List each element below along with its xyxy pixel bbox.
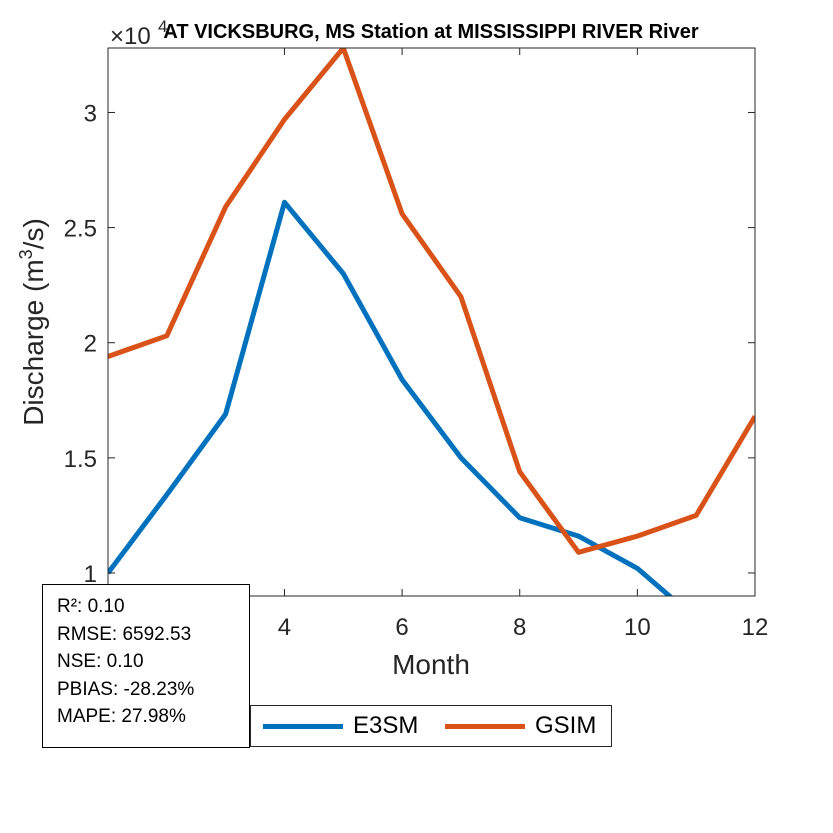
axes-frame [107, 47, 756, 597]
legend-item-e3sm: E3SM [263, 706, 418, 746]
y-exponent-base: ×10 [110, 23, 151, 50]
y-tick-label: 1.5 [64, 446, 97, 473]
legend: E3SM GSIM [250, 705, 612, 747]
y-tick-label: 1 [84, 561, 97, 588]
legend-label-e3sm: E3SM [353, 712, 419, 739]
y-axis-title-sup: 3 [16, 249, 36, 259]
y-axis-title-end: /s) [18, 218, 49, 249]
y-axis-title-main: Discharge (m [18, 259, 49, 425]
chart-title: AT VICKSBURG, MS Station at MISSISSIPPI … [163, 21, 698, 43]
series-line-gsim [108, 48, 755, 555]
stat-rmse: RMSE: 6592.53 [57, 623, 192, 645]
x-tick-label: 6 [395, 614, 408, 641]
legend-label-gsim: GSIM [535, 712, 597, 739]
y-tick-label: 2 [84, 331, 97, 358]
x-tick-label: 12 [742, 614, 769, 641]
x-tick-label: 4 [278, 614, 291, 641]
x-tick-label: 10 [624, 614, 651, 641]
y-exponent-power: 4 [158, 17, 167, 36]
stat-pbias: PBIAS: -28.23% [57, 678, 195, 700]
statistics-box: R²: 0.10 RMSE: 6592.53 NSE: 0.10 PBIAS: … [42, 584, 250, 748]
stat-nse: NSE: 0.10 [57, 651, 144, 673]
series-line-e3sm [108, 199, 674, 596]
y-tick-label: 2.5 [64, 216, 97, 243]
legend-swatch-gsim [445, 723, 525, 729]
legend-item-gsim: GSIM [445, 706, 596, 746]
x-axis-title: Month [392, 649, 470, 680]
x-tick-label: 8 [513, 614, 526, 641]
axes: 4 6 8 10 12 1 1.5 2 2.5 3 [64, 47, 769, 641]
stat-r2: R²: 0.10 [57, 596, 125, 617]
legend-swatch-e3sm [263, 723, 343, 729]
y-axis-title: Discharge (m3/s) [16, 218, 49, 426]
plot-area [108, 48, 755, 596]
stat-mape: MAPE: 27.98% [57, 706, 186, 728]
y-tick-label: 3 [84, 100, 97, 127]
